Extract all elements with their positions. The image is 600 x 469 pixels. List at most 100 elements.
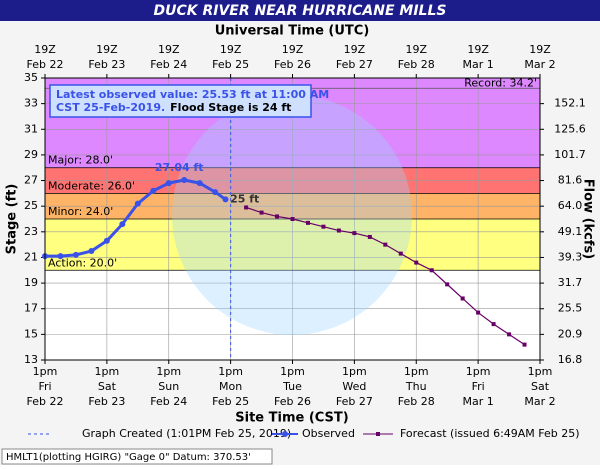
- forecast-point: [321, 224, 326, 229]
- x-tick-label: 1pm: [156, 365, 181, 378]
- forecast-point: [367, 234, 372, 239]
- y2-tick-label: 20.9: [558, 327, 583, 340]
- forecast-point: [383, 242, 388, 247]
- forecast-point: [414, 260, 419, 265]
- x2-tick-label: Feb 25: [212, 58, 249, 71]
- x-tick-label: 1pm: [33, 365, 58, 378]
- x-tick-label: Fri: [472, 380, 485, 393]
- x-tick-label: Feb 27: [336, 395, 373, 408]
- x2-tick-label: 19Z: [220, 43, 242, 56]
- x-tick-label: Feb 28: [398, 395, 435, 408]
- record-label: Record: 34.2': [464, 76, 537, 89]
- observed-point: [134, 200, 141, 207]
- plot-area: Action: 20.0' Minor: 24.0' Moderate: 26.0'…: [24, 43, 586, 408]
- plot-border: [44, 77, 541, 361]
- forecast-point: [476, 310, 481, 315]
- y-tick-label: 13: [24, 353, 38, 366]
- x-tick-label: Wed: [342, 380, 366, 393]
- y2-tick-label: 101.7: [554, 148, 586, 161]
- x2-tick-label: Feb 28: [398, 58, 435, 71]
- forecast-point: [429, 268, 434, 273]
- forecast-point: [336, 228, 341, 233]
- x2-tick-label: 19Z: [158, 43, 180, 56]
- flood-label: Minor: 24.0': [48, 205, 113, 218]
- x-tick-label: Sun: [158, 380, 179, 393]
- observed-point: [88, 248, 95, 255]
- annotation-date: CST 25-Feb-2019.: [56, 101, 165, 114]
- y-tick-label: 15: [24, 327, 38, 340]
- annotation-flood-stage: Flood Stage is 24 ft: [170, 101, 291, 114]
- forecast-point: [275, 214, 280, 219]
- y-tick-label: 19: [24, 276, 38, 289]
- y-tick-label: 35: [24, 71, 38, 84]
- y2-tick-label: 31.7: [558, 276, 583, 289]
- x-tick-label: 1pm: [342, 365, 367, 378]
- x2-tick-label: 19Z: [34, 43, 56, 56]
- x-tick-label: 1pm: [95, 365, 120, 378]
- y-tick-label: 23: [24, 225, 38, 238]
- x2-tick-label: 19Z: [467, 43, 489, 56]
- x-tick-label: 1pm: [218, 365, 243, 378]
- observed-point: [181, 177, 188, 184]
- flood-label: Moderate: 26.0': [48, 179, 135, 192]
- legend-swatch: [282, 431, 288, 437]
- y2-tick-label: 49.1: [558, 225, 583, 238]
- y-tick-label: 21: [24, 250, 38, 263]
- y-axis-title: Stage (ft): [5, 184, 20, 255]
- legend-label: Graph Created (1:01PM Feb 25, 2019): [82, 427, 291, 440]
- footer-box: [1, 448, 273, 465]
- x2-tick-label: Feb 23: [88, 58, 125, 71]
- x-tick-label: Sat: [98, 380, 117, 393]
- x2-tick-label: Mar 1: [463, 58, 494, 71]
- y-tick-label: 27: [24, 174, 38, 187]
- forecast-point: [445, 282, 450, 287]
- y2-tick-label: 152.1: [554, 97, 586, 110]
- forecast-point: [507, 332, 512, 337]
- y2-tick-label: 81.6: [558, 174, 583, 187]
- x2-tick-label: 19Z: [282, 43, 304, 56]
- y2-tick-label: 25.5: [558, 302, 583, 315]
- annotation-box: [49, 84, 312, 118]
- chart-title: DUCK RIVER NEAR HURRICANE MILLS: [154, 3, 447, 19]
- observed-point: [222, 196, 229, 203]
- x-tick-label: 1pm: [528, 365, 553, 378]
- flood-label: Major: 28.0': [48, 154, 113, 167]
- forecast-start-label: 25 ft: [230, 192, 259, 205]
- forecast-point: [398, 251, 403, 256]
- y-tick-label: 31: [24, 122, 38, 135]
- y-tick-label: 25: [24, 199, 38, 212]
- y2-tick-label: 125.6: [554, 122, 586, 135]
- x2-tick-label: Feb 22: [27, 58, 64, 71]
- forecast-point: [460, 296, 465, 301]
- x2-tick-label: Mar 2: [524, 58, 555, 71]
- x-tick-label: Mon: [219, 380, 242, 393]
- forecast-point: [290, 217, 295, 221]
- annotation-line: Latest observed value: 25.53 ft at 11:00…: [56, 88, 329, 101]
- y-tick-label: 33: [24, 97, 38, 110]
- title-bar: [0, 0, 600, 21]
- y-tick-label: 29: [24, 148, 38, 161]
- observed-point: [212, 189, 219, 196]
- x2-axis-title: Universal Time (UTC): [215, 24, 370, 39]
- latest-annotation: Latest observed value: 25.53 ft at 11:00…: [49, 84, 329, 118]
- x2-tick-label: Feb 26: [274, 58, 311, 71]
- x-tick-label: 1pm: [466, 365, 491, 378]
- footer: HMLT1(plotting HGIRG) "Gage 0" Datum: 37…: [6, 452, 251, 463]
- x-tick-label: Mar 2: [524, 395, 555, 408]
- observed-point: [57, 253, 64, 260]
- observed-point: [72, 251, 79, 258]
- observed-point: [196, 180, 203, 187]
- y2-tick-label: 64.0: [558, 199, 583, 212]
- observed-point: [103, 237, 110, 244]
- x-tick-label: Tue: [282, 380, 302, 393]
- x-tick-label: 1pm: [280, 365, 305, 378]
- watermark: [172, 95, 412, 335]
- y-tick-label: 17: [24, 302, 38, 315]
- legend: Graph Created (1:01PM Feb 25, 2019) Obser…: [28, 427, 580, 440]
- forecast-point: [491, 322, 496, 327]
- x-tick-label: Feb 26: [274, 395, 311, 408]
- x-tick-label: Thu: [405, 380, 427, 393]
- x2-tick-label: 19Z: [405, 43, 427, 56]
- peak-label: 27.04 ft: [155, 161, 204, 174]
